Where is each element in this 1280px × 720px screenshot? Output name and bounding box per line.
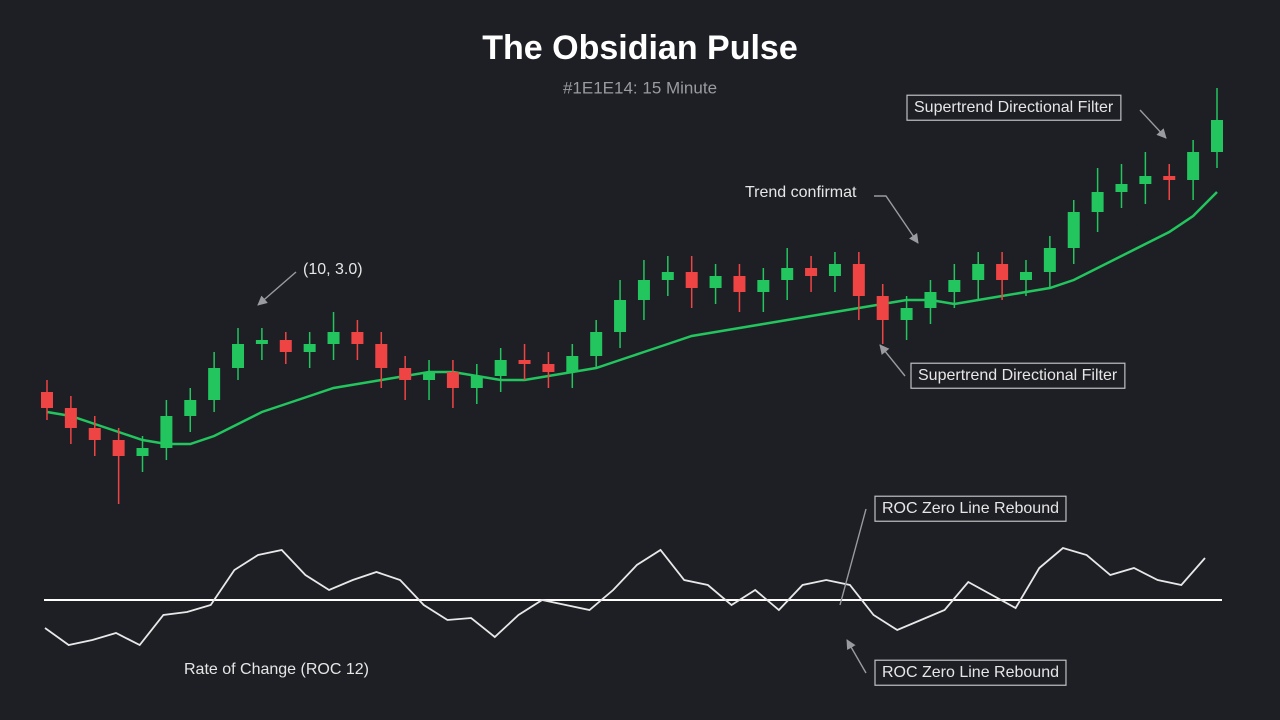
- candle-body: [1115, 184, 1128, 192]
- candle-body: [1187, 152, 1200, 180]
- candle-body: [88, 428, 101, 440]
- annotation: ROC Zero Line Rebound: [882, 664, 1059, 681]
- candle-body: [1163, 176, 1176, 180]
- candle-body: [279, 340, 292, 352]
- annotation-box: [874, 659, 1067, 686]
- annotation-box: [874, 495, 1067, 522]
- candle-body: [876, 296, 889, 320]
- candle-body: [208, 368, 221, 400]
- candle-body: [1091, 192, 1104, 212]
- candle-body: [948, 280, 961, 292]
- candle-body: [637, 280, 650, 300]
- annotation: Trend confirmat: [745, 184, 857, 201]
- annotation-arrow: [874, 195, 919, 244]
- subtitle: #1E1E14: 15 Minute: [563, 78, 717, 97]
- candle-body: [828, 264, 841, 276]
- candle-body: [709, 276, 722, 288]
- candle-body: [470, 376, 483, 388]
- candle-body: [566, 356, 579, 372]
- candle-body: [685, 272, 698, 288]
- annotation: Supertrend Directional Filter: [914, 99, 1114, 116]
- candle-body: [661, 272, 674, 280]
- annotation: Supertrend Directional Filter: [918, 367, 1118, 384]
- candle-body: [805, 268, 818, 276]
- candle-body: [446, 372, 459, 388]
- candle-body: [972, 264, 985, 280]
- candle-body: [781, 268, 794, 280]
- candle-body: [614, 300, 627, 332]
- annotation-arrow: [879, 344, 906, 377]
- candle-body: [1067, 212, 1080, 248]
- candle-body: [900, 308, 913, 320]
- candle-body: [924, 292, 937, 308]
- annotation: (10, 3.0): [303, 261, 363, 278]
- candle-body: [757, 280, 770, 292]
- candle-body: [351, 332, 364, 344]
- candle-body: [494, 360, 507, 376]
- candle-body: [733, 276, 746, 292]
- candle-body: [184, 400, 197, 416]
- annotation-arrow: [839, 508, 867, 606]
- candle-body: [1043, 248, 1056, 272]
- candle-body: [112, 440, 125, 456]
- annotation-box: [906, 94, 1122, 121]
- candle-body: [518, 360, 531, 364]
- candle-body: [1139, 176, 1152, 184]
- title: The Obsidian Pulse: [482, 29, 798, 67]
- candle-body: [542, 364, 555, 372]
- candle-body: [1019, 272, 1032, 280]
- annotation: Rate of Change (ROC 12): [184, 661, 369, 678]
- candle-body: [64, 408, 77, 428]
- candle-body: [423, 372, 436, 380]
- annotation-arrow: [257, 271, 297, 306]
- candle-body: [232, 344, 245, 368]
- candle-body: [1211, 120, 1223, 152]
- supertrend-line: [46, 191, 1218, 446]
- annotation-box: [910, 362, 1126, 389]
- candle-body: [852, 264, 865, 296]
- candle-body: [327, 332, 340, 344]
- roc-line: [44, 546, 1206, 647]
- candle-body: [41, 392, 53, 408]
- candle-body: [303, 344, 316, 352]
- candle-body: [160, 416, 173, 448]
- candle-body: [590, 332, 603, 356]
- annotation-arrow: [846, 639, 867, 674]
- candle-body: [375, 344, 388, 368]
- candle-body: [255, 340, 268, 344]
- candle-body: [996, 264, 1009, 280]
- candle-body: [136, 448, 149, 456]
- candle-body: [399, 368, 412, 380]
- annotation: ROC Zero Line Rebound: [882, 500, 1059, 517]
- annotation-arrow: [1139, 109, 1167, 139]
